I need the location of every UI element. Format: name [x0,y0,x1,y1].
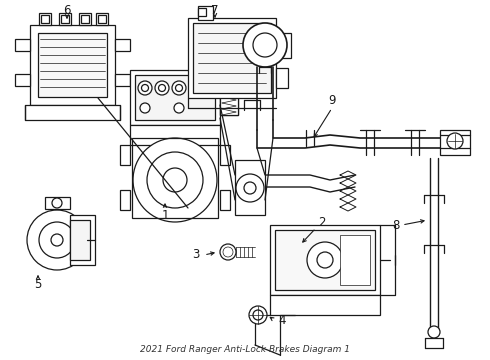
Circle shape [39,222,75,258]
Bar [132,138,218,218]
Bar [193,23,271,93]
Circle shape [243,23,287,67]
Bar [120,145,130,165]
Bar [96,13,108,25]
Bar [220,145,230,165]
Circle shape [253,310,263,320]
Circle shape [428,326,440,338]
Circle shape [155,81,169,95]
Bar [276,33,291,58]
Bar [130,125,220,145]
Bar [220,80,238,115]
Bar [340,235,370,285]
Circle shape [189,81,203,95]
Bar [120,190,130,210]
Bar [270,225,380,295]
Circle shape [140,103,150,113]
Bar [198,8,206,16]
Circle shape [220,244,236,260]
Text: 8: 8 [392,219,400,231]
Bar [15,39,30,51]
Bar [115,39,130,51]
Circle shape [133,138,217,222]
Circle shape [158,85,166,91]
Circle shape [193,85,199,91]
Bar [130,70,220,125]
Text: 4: 4 [278,314,286,327]
Circle shape [236,174,264,202]
Circle shape [27,210,87,270]
Bar [220,80,238,115]
Bar [276,68,288,88]
Circle shape [52,198,62,208]
Bar [440,130,470,155]
Bar [198,6,213,20]
Text: 1: 1 [161,208,169,221]
Bar [45,197,70,209]
Bar [39,13,51,25]
Bar [135,75,215,120]
Circle shape [317,252,333,268]
Bar [98,15,106,23]
Circle shape [307,242,343,278]
Circle shape [174,103,184,113]
Bar [25,105,120,120]
Circle shape [138,81,152,95]
Circle shape [172,81,186,95]
Bar [15,74,30,86]
Bar [220,190,230,210]
Bar [41,15,49,23]
Circle shape [447,133,463,149]
Bar [270,295,380,315]
Circle shape [175,85,182,91]
Bar [61,15,69,23]
Bar [70,215,95,265]
Circle shape [147,152,203,208]
Bar [59,13,71,25]
Text: 9: 9 [328,94,336,107]
Bar [115,74,130,86]
Bar [81,15,89,23]
Bar [275,230,375,290]
Circle shape [163,168,187,192]
Text: 7: 7 [211,4,219,17]
Text: 2021 Ford Ranger Anti-Lock Brakes Diagram 1: 2021 Ford Ranger Anti-Lock Brakes Diagra… [140,346,350,355]
Circle shape [223,247,233,257]
Circle shape [244,182,256,194]
Bar [38,33,107,97]
Bar [235,160,265,215]
Text: 2: 2 [318,216,325,229]
Text: 5: 5 [34,279,42,292]
Bar [30,25,115,105]
Text: 6: 6 [63,4,71,17]
Circle shape [253,33,277,57]
Circle shape [142,85,148,91]
Bar [70,220,90,260]
Bar [79,13,91,25]
Text: 3: 3 [193,248,200,261]
Circle shape [249,306,267,324]
Bar [188,18,276,98]
Circle shape [51,234,63,246]
